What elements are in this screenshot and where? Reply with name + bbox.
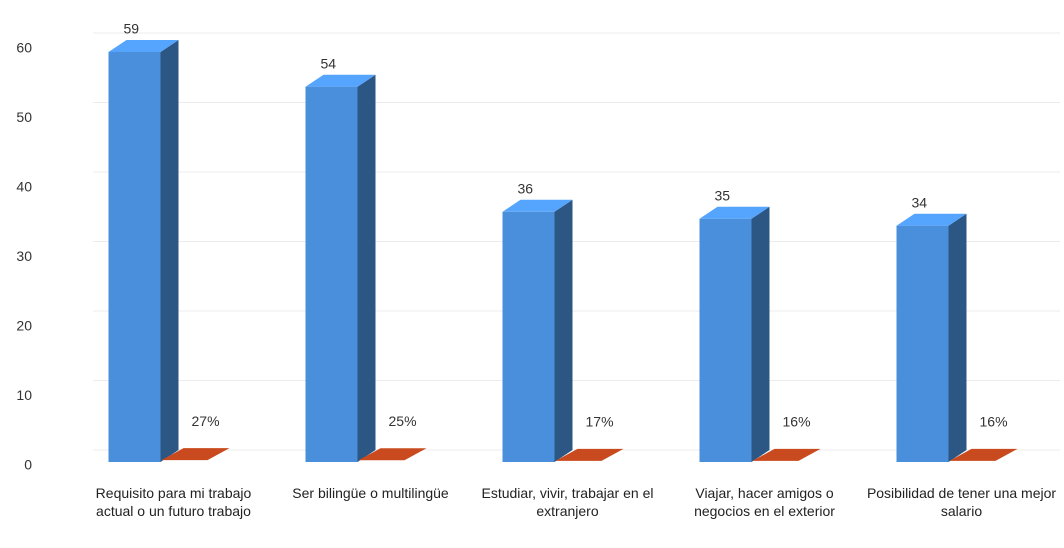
value-label: 25%	[389, 413, 417, 429]
bar-side	[160, 39, 179, 462]
y-tick-label: 60	[16, 40, 32, 56]
bar-top	[555, 448, 624, 461]
y-tick-label: 50	[16, 109, 32, 125]
bar-top	[949, 448, 1018, 461]
bar-top	[752, 448, 821, 461]
bar-top	[358, 448, 427, 461]
value-label: 36	[518, 181, 534, 197]
y-tick-label: 0	[24, 457, 32, 473]
bar-top	[699, 206, 770, 219]
bar	[305, 86, 358, 462]
value-label: 16%	[783, 414, 811, 430]
x-tick-label: Ser bilingüe o multilingüe	[292, 485, 449, 501]
bar	[896, 225, 949, 462]
value-label: 17%	[586, 414, 614, 430]
bar-top	[305, 74, 376, 87]
y-tick-label: 30	[16, 248, 32, 264]
x-tick-label: Viajar, hacer amigos o negocios en el ex…	[694, 485, 835, 519]
value-label: 54	[321, 55, 337, 71]
bar-side	[357, 74, 376, 462]
y-tick-label: 20	[16, 318, 32, 334]
bar-top	[161, 448, 230, 461]
bar	[699, 218, 752, 462]
x-tick-label: Posibilidad de tener una mejor salario	[866, 485, 1057, 519]
bar	[502, 211, 555, 462]
y-tick-label: 40	[16, 179, 32, 195]
bar-top	[896, 213, 967, 226]
value-label: 35	[715, 187, 731, 203]
bar-top	[108, 39, 179, 52]
value-label: 16%	[980, 414, 1008, 430]
bar-side	[751, 206, 770, 462]
bar-top	[502, 199, 573, 212]
x-tick-label: Estudiar, vivir, trabajar en el extranje…	[481, 485, 654, 519]
bar-side	[948, 213, 967, 462]
bar-side	[554, 199, 573, 463]
y-tick-label: 10	[16, 387, 32, 403]
x-tick-label: Requisito para mi trabajo actual o un fu…	[95, 485, 252, 519]
value-label: 59	[124, 21, 140, 37]
value-label: 27%	[192, 413, 220, 429]
bar	[108, 51, 161, 462]
value-label: 34	[912, 194, 928, 210]
